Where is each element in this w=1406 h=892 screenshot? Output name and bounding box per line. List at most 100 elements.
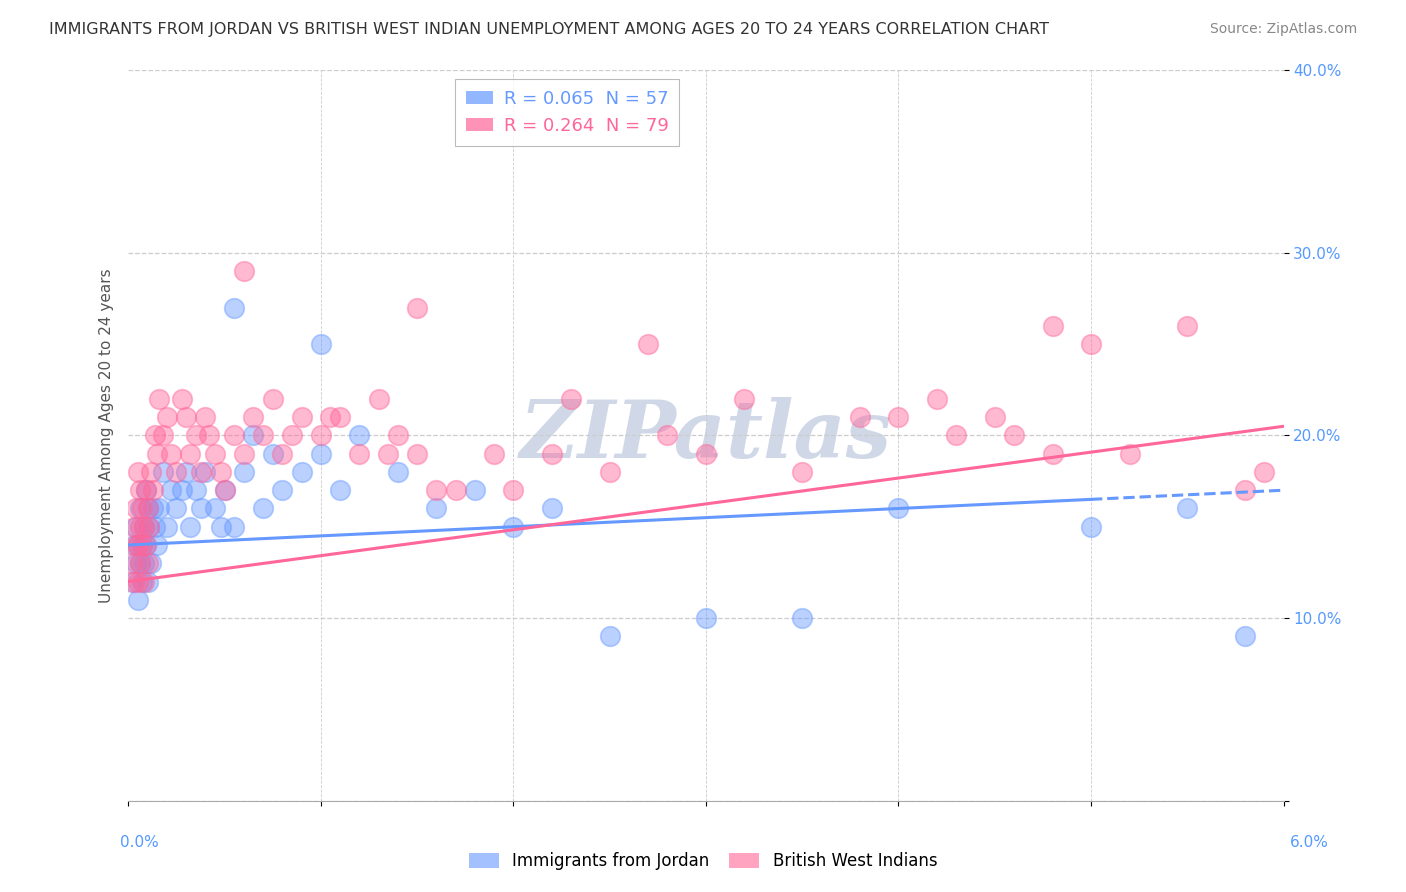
- Point: [159, 483, 181, 498]
- Point: [136, 501, 159, 516]
- Point: [281, 428, 304, 442]
- Point: [1080, 520, 1102, 534]
- Point: [1080, 337, 1102, 351]
- Point: [377, 447, 399, 461]
- Point: [1042, 318, 1064, 333]
- Point: [127, 538, 149, 552]
- Point: [262, 392, 284, 406]
- Point: [792, 611, 814, 625]
- Point: [159, 447, 181, 461]
- Point: [148, 392, 170, 406]
- Point: [214, 483, 236, 498]
- Point: [131, 538, 153, 552]
- Point: [179, 520, 201, 534]
- Point: [387, 428, 409, 442]
- Point: [925, 392, 948, 406]
- Point: [127, 592, 149, 607]
- Point: [132, 520, 155, 534]
- Point: [599, 629, 621, 643]
- Point: [165, 465, 187, 479]
- Point: [887, 501, 910, 516]
- Point: [184, 483, 207, 498]
- Point: [152, 428, 174, 442]
- Point: [349, 447, 371, 461]
- Point: [131, 501, 153, 516]
- Point: [1234, 629, 1257, 643]
- Y-axis label: Unemployment Among Ages 20 to 24 years: Unemployment Among Ages 20 to 24 years: [100, 268, 114, 603]
- Text: Source: ZipAtlas.com: Source: ZipAtlas.com: [1209, 22, 1357, 37]
- Point: [204, 501, 226, 516]
- Point: [329, 410, 352, 425]
- Point: [135, 483, 157, 498]
- Point: [138, 520, 160, 534]
- Point: [127, 465, 149, 479]
- Point: [125, 556, 148, 570]
- Point: [156, 410, 179, 425]
- Point: [224, 520, 246, 534]
- Point: [141, 556, 163, 570]
- Point: [174, 410, 197, 425]
- Point: [190, 501, 212, 516]
- Point: [174, 465, 197, 479]
- Point: [1002, 428, 1025, 442]
- Point: [1175, 318, 1198, 333]
- Point: [444, 483, 467, 498]
- Point: [242, 410, 264, 425]
- Point: [945, 428, 967, 442]
- Text: 0.0%: 0.0%: [120, 836, 159, 850]
- Point: [1234, 483, 1257, 498]
- Point: [156, 520, 179, 534]
- Point: [143, 428, 166, 442]
- Point: [695, 447, 717, 461]
- Point: [135, 538, 157, 552]
- Point: [131, 538, 153, 552]
- Point: [172, 483, 194, 498]
- Point: [127, 538, 149, 552]
- Point: [128, 501, 150, 516]
- Point: [165, 501, 187, 516]
- Point: [127, 574, 149, 589]
- Point: [849, 410, 872, 425]
- Point: [541, 447, 564, 461]
- Legend: Immigrants from Jordan, British West Indians: Immigrants from Jordan, British West Ind…: [463, 846, 943, 877]
- Point: [425, 483, 447, 498]
- Point: [179, 447, 201, 461]
- Point: [232, 264, 254, 278]
- Point: [309, 447, 332, 461]
- Point: [271, 483, 294, 498]
- Point: [146, 538, 169, 552]
- Point: [367, 392, 389, 406]
- Point: [128, 556, 150, 570]
- Point: [319, 410, 342, 425]
- Point: [242, 428, 264, 442]
- Point: [122, 538, 145, 552]
- Text: IMMIGRANTS FROM JORDAN VS BRITISH WEST INDIAN UNEMPLOYMENT AMONG AGES 20 TO 24 Y: IMMIGRANTS FROM JORDAN VS BRITISH WEST I…: [49, 22, 1049, 37]
- Point: [132, 520, 155, 534]
- Point: [190, 465, 212, 479]
- Point: [657, 428, 679, 442]
- Point: [406, 447, 429, 461]
- Point: [406, 301, 429, 315]
- Point: [128, 556, 150, 570]
- Point: [135, 483, 157, 498]
- Point: [1175, 501, 1198, 516]
- Point: [142, 483, 165, 498]
- Point: [252, 501, 274, 516]
- Point: [502, 483, 524, 498]
- Point: [143, 520, 166, 534]
- Point: [172, 392, 194, 406]
- Point: [121, 574, 143, 589]
- Point: [695, 611, 717, 625]
- Point: [425, 501, 447, 516]
- Point: [271, 447, 294, 461]
- Point: [232, 447, 254, 461]
- Point: [122, 520, 145, 534]
- Point: [141, 465, 163, 479]
- Point: [309, 428, 332, 442]
- Point: [387, 465, 409, 479]
- Text: ZIPatlas: ZIPatlas: [520, 397, 891, 475]
- Point: [138, 520, 160, 534]
- Point: [204, 447, 226, 461]
- Point: [262, 447, 284, 461]
- Point: [290, 465, 312, 479]
